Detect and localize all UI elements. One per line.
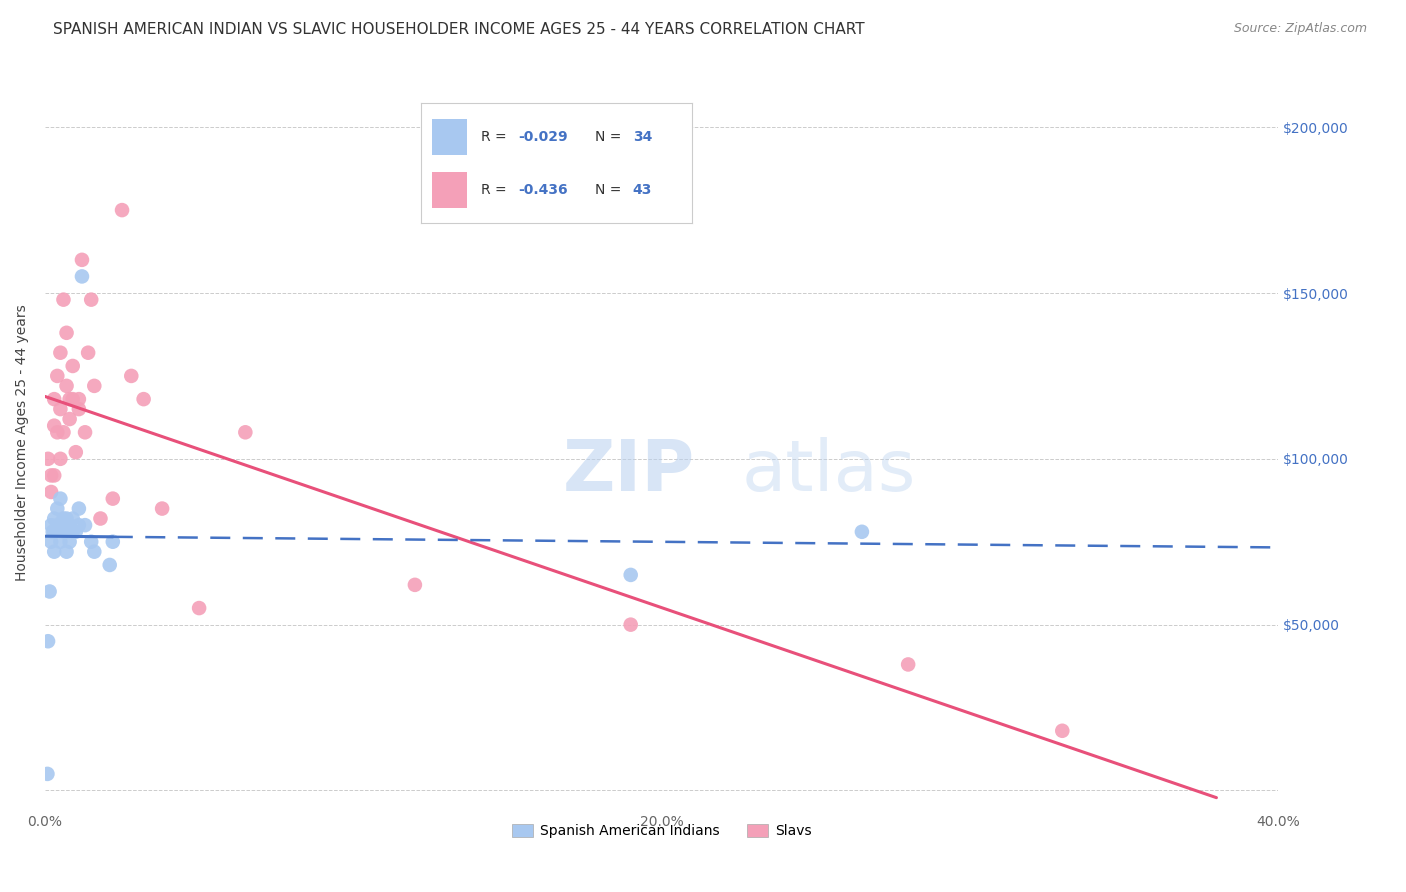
Point [67, 518, 90, 533]
Point [98, 558, 121, 572]
Point [150, 501, 173, 516]
Point [73, 425, 96, 440]
Point [52, 293, 75, 307]
Point [404, 578, 426, 592]
Point [52, 524, 75, 539]
Point [44, 544, 66, 558]
Point [46, 425, 69, 440]
Point [55, 326, 77, 340]
Legend: Spanish American Indians, Slavs: Spanish American Indians, Slavs [506, 819, 817, 844]
Point [49, 402, 72, 417]
Point [37, 634, 59, 648]
Point [39, 534, 62, 549]
Point [37, 767, 59, 781]
Point [62, 359, 84, 373]
Point [132, 392, 155, 406]
Point [49, 345, 72, 359]
Point [44, 418, 66, 433]
Point [897, 657, 920, 672]
Point [620, 617, 643, 632]
Point [62, 511, 84, 525]
Point [620, 568, 643, 582]
Point [65, 445, 87, 459]
Point [55, 524, 77, 539]
Point [188, 601, 211, 615]
Point [59, 392, 82, 406]
Text: Source: ZipAtlas.com: Source: ZipAtlas.com [1233, 22, 1367, 36]
Point [70, 269, 93, 284]
Point [59, 534, 82, 549]
Point [44, 511, 66, 525]
Point [67, 392, 90, 406]
Point [46, 501, 69, 516]
Point [55, 379, 77, 393]
Point [46, 518, 69, 533]
Point [101, 534, 124, 549]
Point [67, 402, 90, 417]
Point [44, 524, 66, 539]
Point [49, 451, 72, 466]
Point [120, 368, 142, 383]
Point [52, 425, 75, 440]
Text: atlas: atlas [742, 437, 917, 506]
Point [80, 534, 103, 549]
Point [73, 518, 96, 533]
Point [38, 584, 60, 599]
Text: SPANISH AMERICAN INDIAN VS SLAVIC HOUSEHOLDER INCOME AGES 25 - 44 YEARS CORRELAT: SPANISH AMERICAN INDIAN VS SLAVIC HOUSEH… [53, 22, 865, 37]
Point [44, 392, 66, 406]
Point [235, 425, 257, 440]
Point [59, 518, 82, 533]
Point [49, 518, 72, 533]
Point [39, 485, 62, 500]
Point [49, 491, 72, 506]
Text: ZIP: ZIP [562, 437, 695, 506]
Point [1052, 723, 1074, 738]
Point [41, 524, 63, 539]
Point [83, 379, 105, 393]
Point [55, 544, 77, 558]
Point [101, 491, 124, 506]
Point [39, 518, 62, 533]
Point [52, 511, 75, 525]
Point [70, 252, 93, 267]
Point [851, 524, 873, 539]
Point [49, 534, 72, 549]
Point [89, 511, 111, 525]
Y-axis label: Householder Income Ages 25 - 44 years: Householder Income Ages 25 - 44 years [15, 304, 30, 581]
Point [59, 412, 82, 426]
Point [83, 544, 105, 558]
Point [44, 468, 66, 483]
Point [77, 345, 100, 359]
Point [46, 368, 69, 383]
Point [62, 392, 84, 406]
Point [67, 501, 90, 516]
Point [37, 451, 59, 466]
Point [55, 511, 77, 525]
Point [39, 468, 62, 483]
Point [111, 203, 134, 218]
Point [65, 524, 87, 539]
Point [62, 524, 84, 539]
Point [80, 293, 103, 307]
